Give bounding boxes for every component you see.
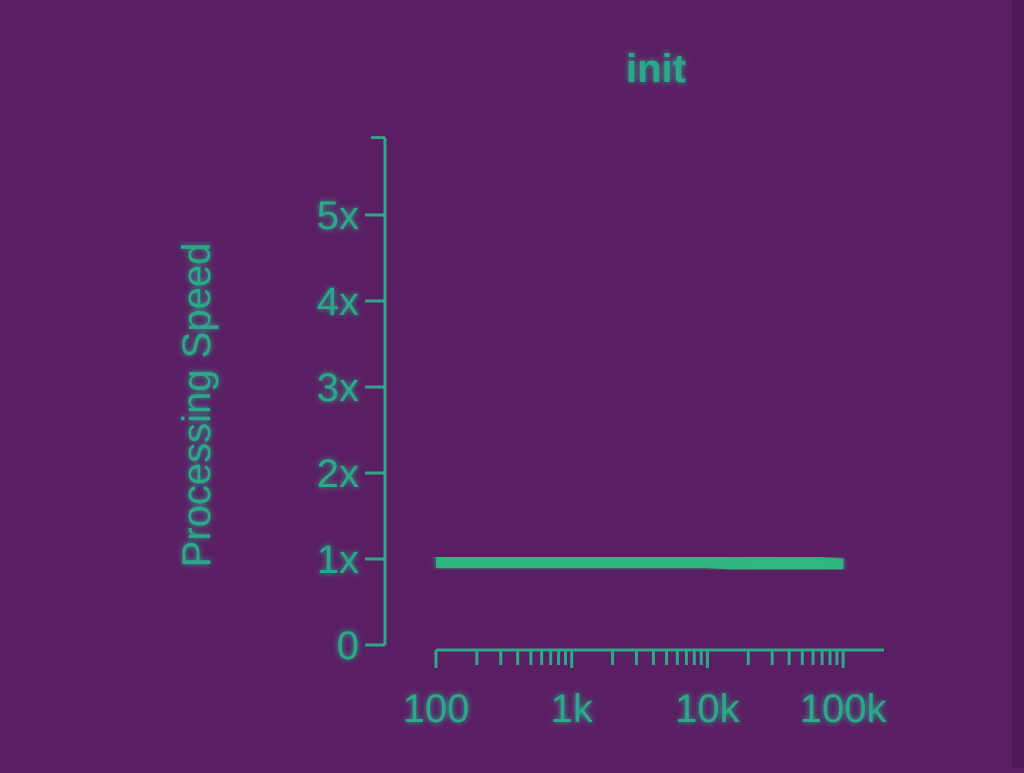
y-tick-label: 4x bbox=[317, 280, 359, 324]
x-tick-label: 1k bbox=[551, 687, 594, 731]
axes: 0 1x 2x 3x 4x 5x 100 1k 10k 100k bbox=[317, 136, 888, 731]
gridlines bbox=[385, 212, 920, 647]
series-layer bbox=[436, 550, 844, 577]
y-axis-label: Processing Speed bbox=[175, 243, 219, 568]
x-tick-label: 100k bbox=[800, 687, 888, 731]
y-tick-label: 0 bbox=[337, 624, 359, 668]
x-tick-label: 10k bbox=[675, 687, 740, 731]
right-edge-strip bbox=[1012, 0, 1024, 768]
y-tick-label: 1x bbox=[317, 538, 359, 582]
y-tick-label: 2x bbox=[317, 452, 359, 496]
chart-title: init bbox=[626, 47, 686, 91]
series-line-0 bbox=[436, 550, 844, 577]
y-tick-label: 5x bbox=[317, 194, 359, 238]
x-tick-label: 100 bbox=[403, 687, 470, 731]
y-tick-label: 3x bbox=[317, 366, 359, 410]
